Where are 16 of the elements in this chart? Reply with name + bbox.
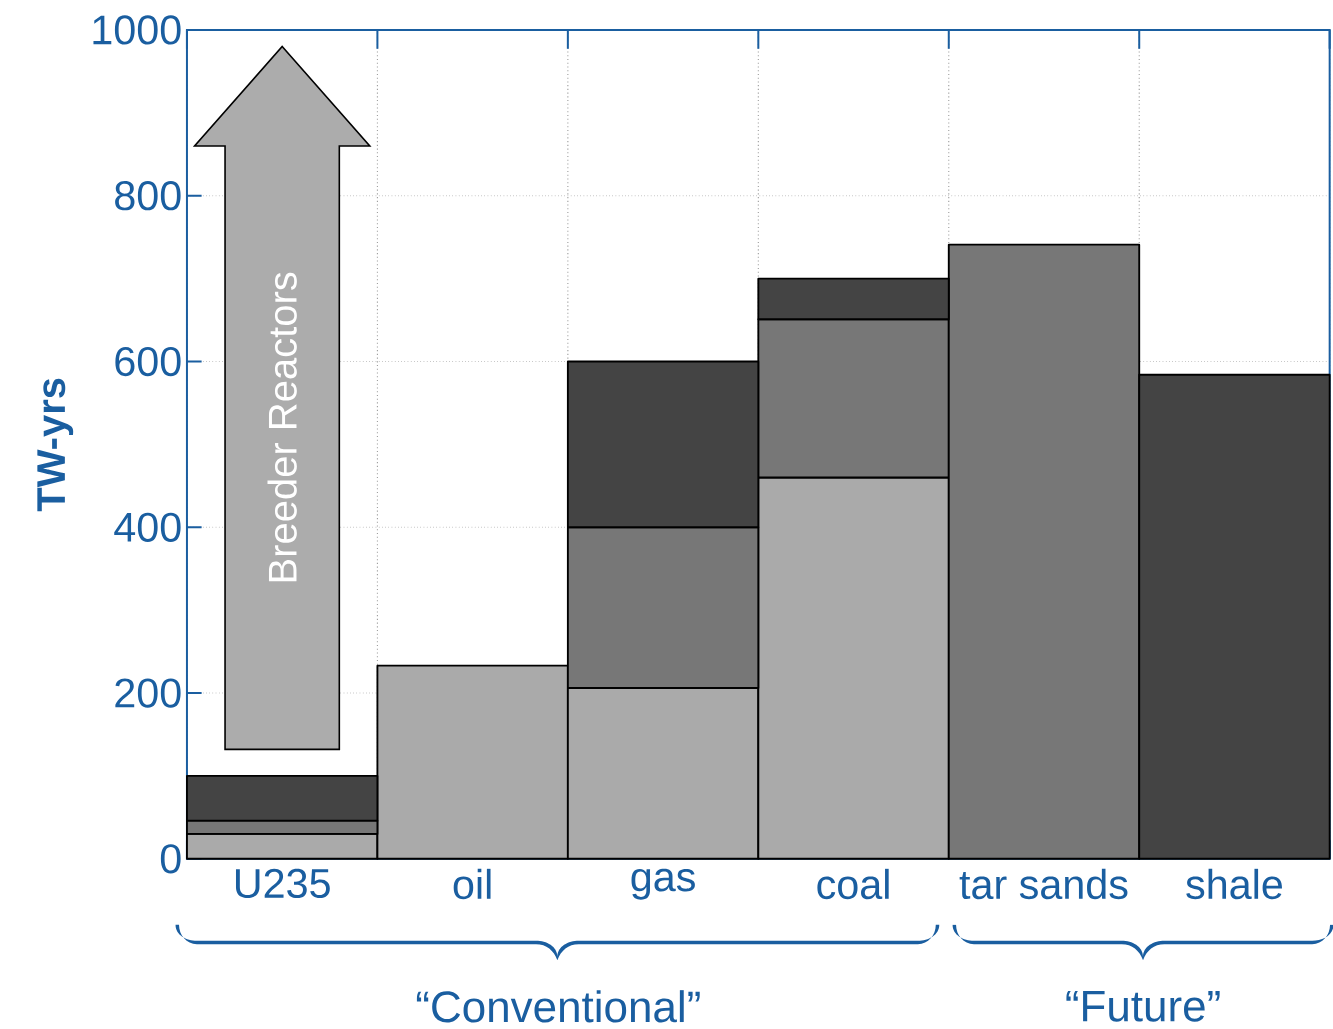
- y-tick-label: 600: [115, 347, 181, 377]
- y-tick-label: 0: [160, 844, 181, 874]
- y-axis-title: TW-yrs: [37, 378, 74, 512]
- y-tick-label: 200: [115, 678, 181, 708]
- y-tick-label: 1000: [93, 15, 181, 45]
- y-tick-label: 400: [114, 512, 181, 543]
- text: “Future”: [1066, 991, 1220, 1022]
- x-tick-label: tar sands: [959, 868, 1128, 900]
- text: “Conventional”: [416, 990, 700, 1023]
- x-tick-label: coal: [817, 868, 889, 900]
- x-tick-label: gas: [631, 868, 695, 900]
- x-tick-label: U235: [235, 868, 330, 899]
- y-tick-label: 800: [115, 181, 181, 211]
- x-tick-label: oil: [453, 868, 491, 900]
- x-tick-label: shale: [1186, 868, 1282, 900]
- annotation: Breeder Reactors: [267, 272, 297, 582]
